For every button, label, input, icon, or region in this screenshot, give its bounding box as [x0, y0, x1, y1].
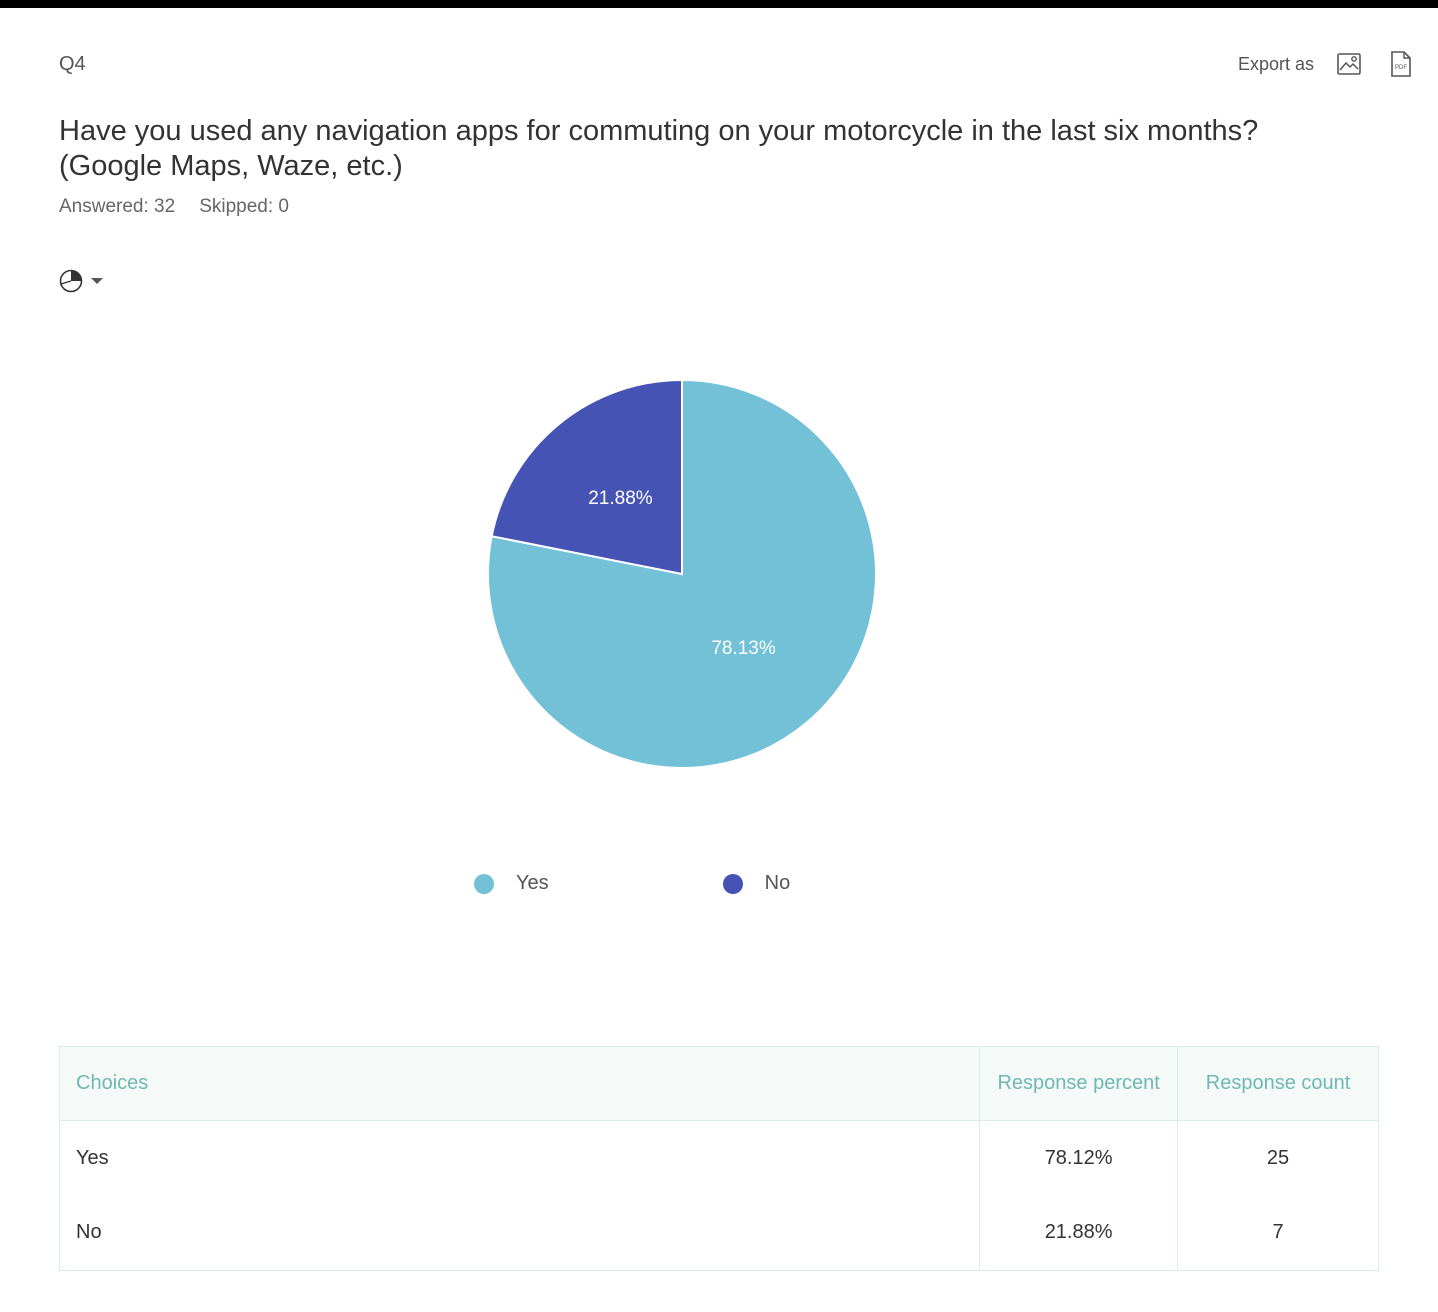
- count-cell: 25: [1177, 1120, 1379, 1196]
- pdf-icon-text: PDF: [1395, 65, 1407, 71]
- table-row: Yes 78.12% 25: [59, 1120, 1379, 1196]
- chart-legend: Yes No: [474, 872, 790, 895]
- export-toolbar: Export as PDF: [1238, 50, 1414, 78]
- pie-chart: 78.13% 21.88%: [487, 378, 877, 769]
- results-table: Choices Response percent Response count …: [59, 1046, 1379, 1271]
- choice-cell: Yes: [59, 1120, 980, 1196]
- table-header-row: Choices Response percent Response count: [59, 1046, 1379, 1121]
- pie-label-no: 21.88%: [588, 488, 653, 509]
- top-bar: [0, 0, 1438, 8]
- export-label: Export as: [1237, 53, 1314, 74]
- export-pdf-button[interactable]: PDF: [1388, 50, 1414, 78]
- header-choices[interactable]: Choices: [76, 1072, 149, 1094]
- pdf-icon: PDF: [1391, 51, 1411, 77]
- pie-chart-icon: [59, 269, 83, 293]
- question-title: Have you used any navigation apps for co…: [59, 115, 1259, 182]
- image-icon: [1337, 53, 1361, 75]
- legend-swatch-no: [722, 873, 743, 894]
- chevron-down-icon: [91, 278, 103, 284]
- response-stats: Answered: 32 Skipped: 0: [59, 196, 289, 218]
- legend-item-no[interactable]: No: [722, 872, 791, 895]
- legend-label-no: No: [764, 872, 791, 894]
- skipped-count: Skipped: 0: [199, 196, 289, 217]
- count-cell: 7: [1177, 1195, 1379, 1271]
- answered-count: Answered: 32: [59, 196, 176, 217]
- pie-label-yes: 78.13%: [711, 638, 776, 659]
- question-number: Q4: [59, 53, 86, 75]
- pie-slice-no[interactable]: [490, 378, 683, 576]
- chart-type-selector[interactable]: [59, 269, 103, 293]
- table-row: No 21.88% 7: [60, 1195, 1379, 1271]
- percent-cell: 78.12%: [979, 1120, 1178, 1196]
- legend-label-yes: Yes: [516, 872, 549, 894]
- export-image-button[interactable]: [1336, 50, 1362, 78]
- choice-cell: No: [76, 1221, 102, 1244]
- percent-cell: 21.88%: [979, 1195, 1178, 1271]
- header-response-percent[interactable]: Response percent: [979, 1046, 1178, 1121]
- legend-item-yes[interactable]: Yes: [474, 872, 549, 895]
- legend-swatch-yes: [474, 873, 494, 894]
- header-response-count[interactable]: Response count: [1177, 1046, 1379, 1121]
